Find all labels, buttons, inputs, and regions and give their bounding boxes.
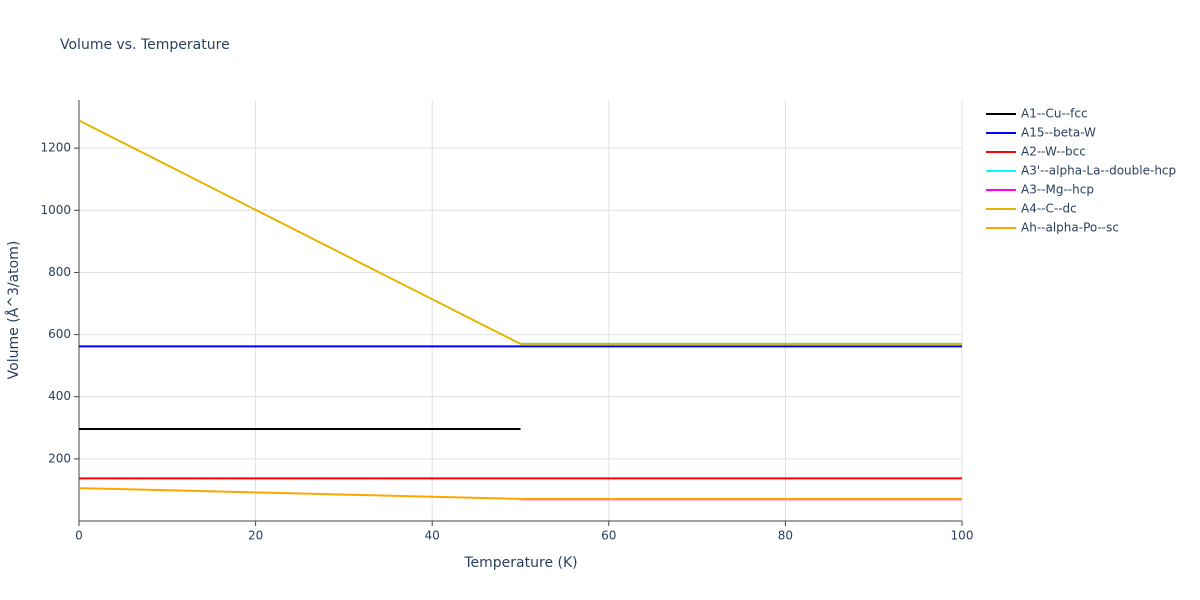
legend-label: A1--Cu--fcc	[1021, 107, 1088, 121]
y-tick-label: 1000	[40, 203, 71, 217]
y-tick-label: 600	[48, 327, 71, 341]
series-line	[78, 487, 962, 500]
legend-label: A15--beta-W	[1021, 126, 1096, 140]
x-tick-label: 60	[601, 529, 616, 543]
x-axis-title: Temperature (K)	[463, 555, 577, 571]
legend-label: A3'--alpha-La--double-hcp	[1021, 164, 1176, 178]
legend-label: Ah--alpha-Po--sc	[1021, 221, 1119, 235]
legend-label: A2--W--bcc	[1021, 145, 1086, 159]
x-tick-label: 80	[778, 529, 793, 543]
series-line	[78, 119, 962, 345]
legend-label: A3--Mg--hcp	[1021, 183, 1094, 197]
y-tick-label: 1200	[40, 141, 71, 155]
x-tick-label: 100	[951, 529, 974, 543]
y-tick-label: 800	[48, 265, 71, 279]
y-axis-title: Volume (Å^3/atom)	[5, 241, 22, 380]
y-tick-label: 400	[48, 389, 71, 403]
y-tick-label: 200	[48, 451, 71, 465]
legend-label: A4--C--dc	[1021, 202, 1077, 216]
x-tick-label: 40	[425, 529, 440, 543]
x-tick-label: 20	[248, 529, 263, 543]
x-tick-label: 0	[75, 529, 83, 543]
chart-title: Volume vs. Temperature	[60, 37, 230, 53]
